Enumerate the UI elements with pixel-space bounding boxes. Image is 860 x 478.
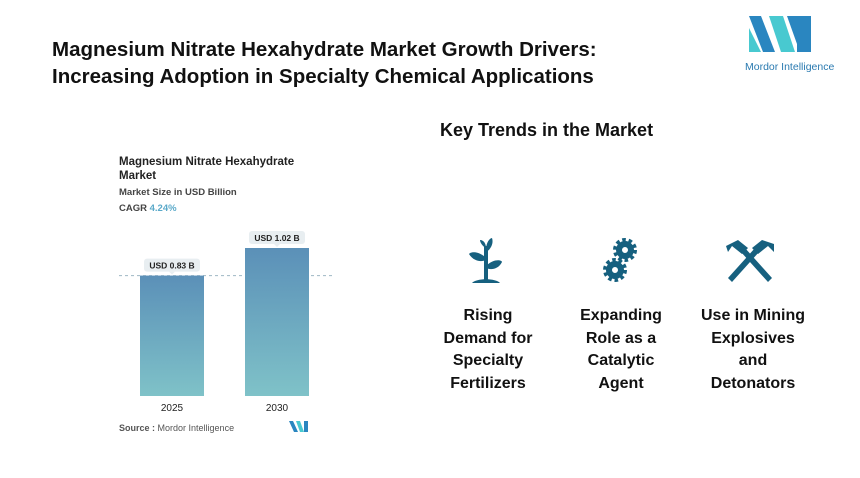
- source-logo-icon: [289, 421, 308, 432]
- cagr-label: CAGR: [119, 203, 147, 214]
- trend-line: Demand for: [443, 329, 533, 347]
- trend-line: Agent: [598, 374, 644, 392]
- data-label-pointer: [274, 244, 280, 247]
- data-label: USD 0.83 B: [149, 261, 194, 271]
- trend-fertilizers: Rising Demand for Specialty Fertilizers: [428, 305, 548, 395]
- plant-icon: [469, 238, 502, 283]
- trend-line: Rising: [463, 307, 513, 324]
- data-label: USD 1.02 B: [254, 233, 299, 243]
- chart-title: Magnesium Nitrate Hexahydrate Market: [119, 156, 295, 182]
- data-label-bg: [249, 231, 305, 244]
- trend-line: Expanding: [580, 307, 662, 324]
- trend-line: and: [738, 352, 768, 369]
- hammers-icon: [726, 240, 774, 282]
- key-trends-heading: Key Trends in the Market: [440, 120, 654, 140]
- trend-line: Explosives: [711, 329, 795, 347]
- logo: Mordor Intelligence: [745, 14, 835, 73]
- logo-mark-icon: [749, 16, 811, 52]
- gears-icon: [603, 238, 637, 282]
- source: Source : Mordor Intelligence: [119, 423, 234, 433]
- logo-text: Mordor Intelligence: [745, 61, 835, 73]
- bar-2025: [140, 275, 204, 396]
- trend-line: Fertilizers: [450, 374, 526, 392]
- source-value: Mordor Intelligence: [157, 423, 235, 433]
- trend-catalytic: Expanding Role as a Catalytic Agent: [561, 305, 681, 395]
- title-line-2: Increasing Adoption in Specialty Chemica…: [52, 65, 594, 88]
- trend-line: Use in Mining: [701, 307, 805, 324]
- trend-line: Role as a: [585, 329, 657, 347]
- data-label-pointer: [169, 271, 175, 275]
- source-label: Source :: [119, 423, 156, 433]
- cagr: CAGR 4.24%: [119, 202, 319, 216]
- chart-title-block: Magnesium Nitrate Hexahydrate Market Mar…: [119, 155, 319, 216]
- trend-line: Specialty: [452, 352, 524, 369]
- x-tick-label: 2030: [266, 403, 289, 414]
- trend-line: Catalytic: [587, 352, 655, 369]
- bar-2030: [245, 248, 309, 396]
- cagr-value: 4.24%: [149, 203, 177, 214]
- title-line-1: Magnesium Nitrate Hexahydrate Market Gro…: [52, 38, 597, 61]
- x-tick-label: 2025: [161, 403, 184, 414]
- chart-subtitle: Market Size in USD Billion: [119, 187, 237, 198]
- data-label-bg: [144, 258, 200, 272]
- trend-line: Detonators: [710, 374, 796, 392]
- trend-mining: Use in Mining Explosives and Detonators: [686, 305, 820, 395]
- page-title: Magnesium Nitrate Hexahydrate Market Gro…: [52, 36, 597, 90]
